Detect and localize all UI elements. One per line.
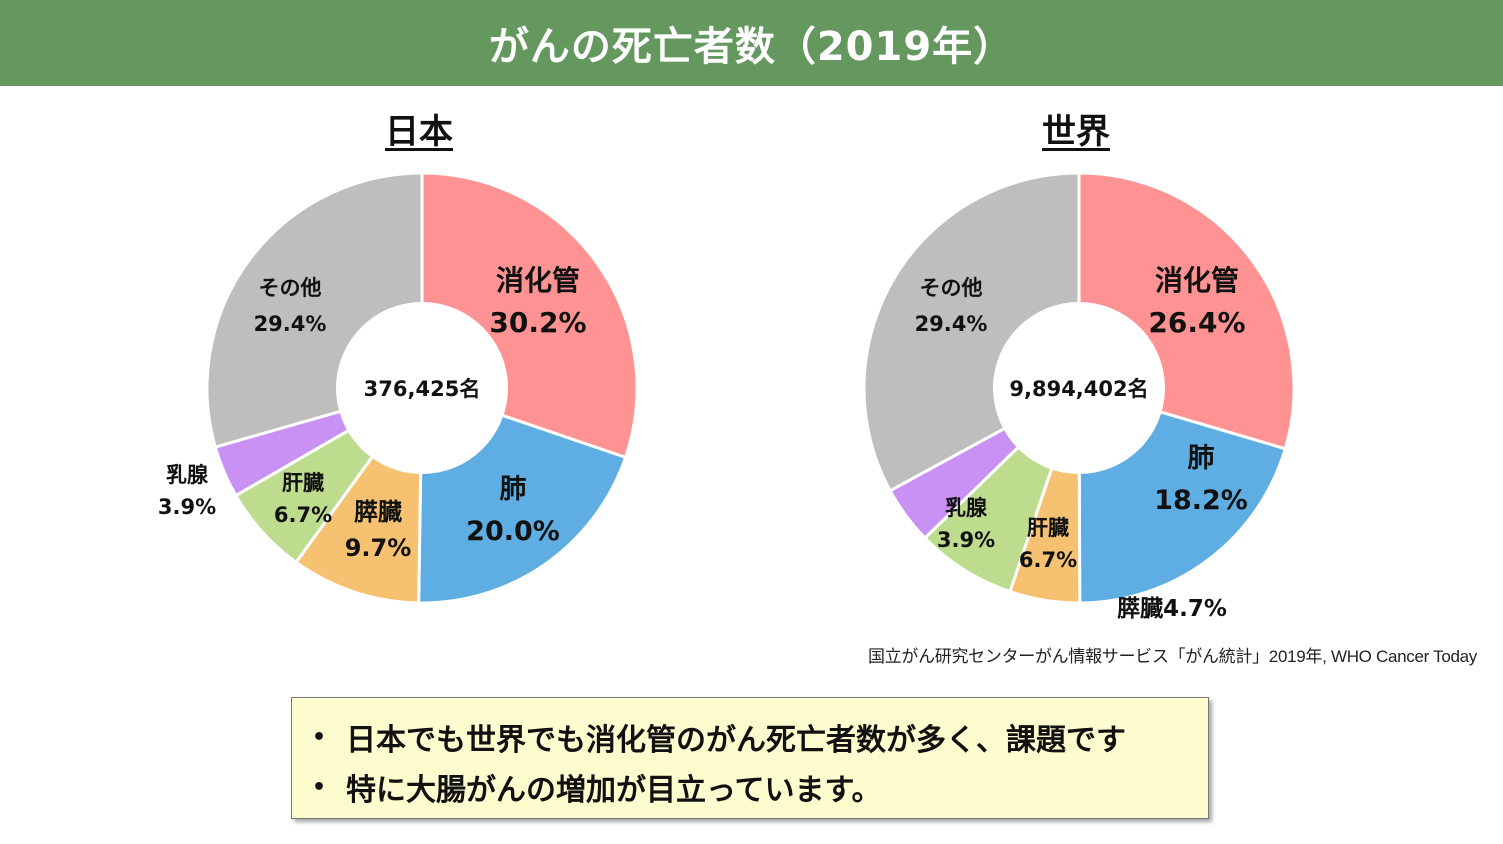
slice-value-label: 6.7% bbox=[274, 503, 332, 527]
slice-value-label: 6.7% bbox=[1019, 548, 1077, 572]
note-text: 日本でも世界でも消化管のがん死亡者数が多く、課題です bbox=[346, 723, 1126, 758]
slice-category-label: 消化管 bbox=[496, 264, 580, 297]
world-chart-title: 世界 bbox=[1042, 112, 1110, 152]
bullet: • bbox=[311, 724, 327, 750]
slice-value-label: 29.4% bbox=[915, 312, 988, 336]
slice-value-label: 3.9% bbox=[937, 528, 995, 552]
slice-category-label: その他 bbox=[920, 276, 983, 300]
donut-hole bbox=[993, 302, 1165, 474]
slice-category-label: 肝臓 bbox=[1027, 516, 1069, 540]
slice-value-label: 20.0% bbox=[466, 516, 560, 547]
slice-value-label: 26.4% bbox=[1148, 306, 1245, 339]
bullet: • bbox=[311, 774, 327, 800]
note-text: 特に大腸がんの増加が目立っています。 bbox=[346, 773, 882, 808]
page-title: がんの死亡者数（2019年） bbox=[488, 24, 1015, 70]
japan-chart-title: 日本 bbox=[385, 112, 453, 152]
header-bar: がんの死亡者数（2019年） bbox=[0, 0, 1503, 86]
slice-label: 膵臓4.7% bbox=[1117, 596, 1227, 622]
slice-value-label: 3.9% bbox=[158, 495, 216, 519]
summary-note-box: • 日本でも世界でも消化管のがん死亡者数が多く、課題です • 特に大腸がんの増加… bbox=[291, 697, 1209, 819]
source-citation: 国立がん研究センターがん情報サービス「がん統計」2019年, WHO Cance… bbox=[867, 647, 1477, 666]
slice-category-label: 肺 bbox=[500, 474, 527, 505]
slice-category-label: 乳腺 bbox=[945, 496, 988, 520]
slice-value-label: 30.2% bbox=[489, 306, 586, 339]
slice-value-label: 29.4% bbox=[254, 312, 327, 336]
slice-category-label: 肝臓 bbox=[282, 471, 324, 495]
center-total-label: 9,894,402名 bbox=[1009, 377, 1148, 401]
slice-category-label: 膵臓 bbox=[354, 498, 402, 526]
slice-category-label: その他 bbox=[259, 276, 322, 300]
note-line: • 日本でも世界でも消化管のがん死亡者数が多く、課題です bbox=[292, 712, 1208, 762]
donut-hole bbox=[336, 302, 508, 474]
note-line: • 特に大腸がんの増加が目立っています。 bbox=[292, 762, 1208, 812]
slice-value-label: 18.2% bbox=[1154, 485, 1248, 516]
slice-category-label: 消化管 bbox=[1155, 264, 1239, 297]
slice-value-label: 9.7% bbox=[345, 534, 412, 562]
slice-category-label: 肺 bbox=[1188, 443, 1215, 474]
slice-category-label: 乳腺 bbox=[166, 463, 209, 487]
center-total-label: 376,425名 bbox=[364, 377, 481, 401]
